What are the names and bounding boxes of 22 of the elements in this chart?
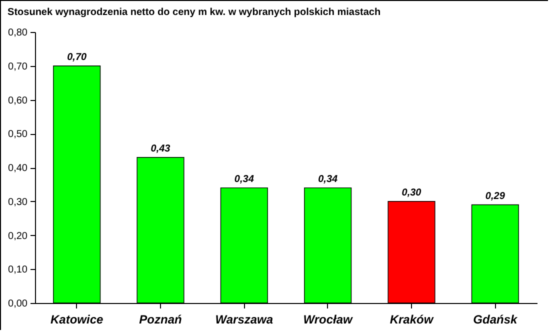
x-tick-label: Katowice [50,312,104,326]
data-label: 0,34 [318,174,338,185]
x-tick-label: Poznań [139,312,182,326]
data-label: 0,30 [402,187,422,198]
y-tick-label: 0,70 [8,61,28,72]
chart-title: Stosunek wynagrodzenia netto do ceny m kw. w wybranych polskich miastach [8,7,381,18]
y-tick-label: 0,40 [8,163,28,174]
y-tick-label: 0,50 [8,129,28,140]
x-tick-label: Kraków [390,312,434,326]
y-tick-label: 0,00 [8,298,28,310]
data-label: 0,34 [234,174,254,185]
y-tick-label: 0,80 [8,28,28,38]
y-tick-label: 0,20 [8,230,28,242]
y-tick-label: 0,30 [8,196,28,208]
x-tick-label: Warszawa [215,312,274,326]
y-tick-label: 0,60 [8,95,28,106]
x-tick-label: Gdańsk [473,312,518,326]
data-label: 0,43 [150,143,171,154]
data-label: 0,70 [67,52,87,63]
x-tick-label: Wrocław [303,312,354,326]
data-label: 0,29 [485,190,506,202]
y-tick-label: 0,10 [8,264,28,276]
